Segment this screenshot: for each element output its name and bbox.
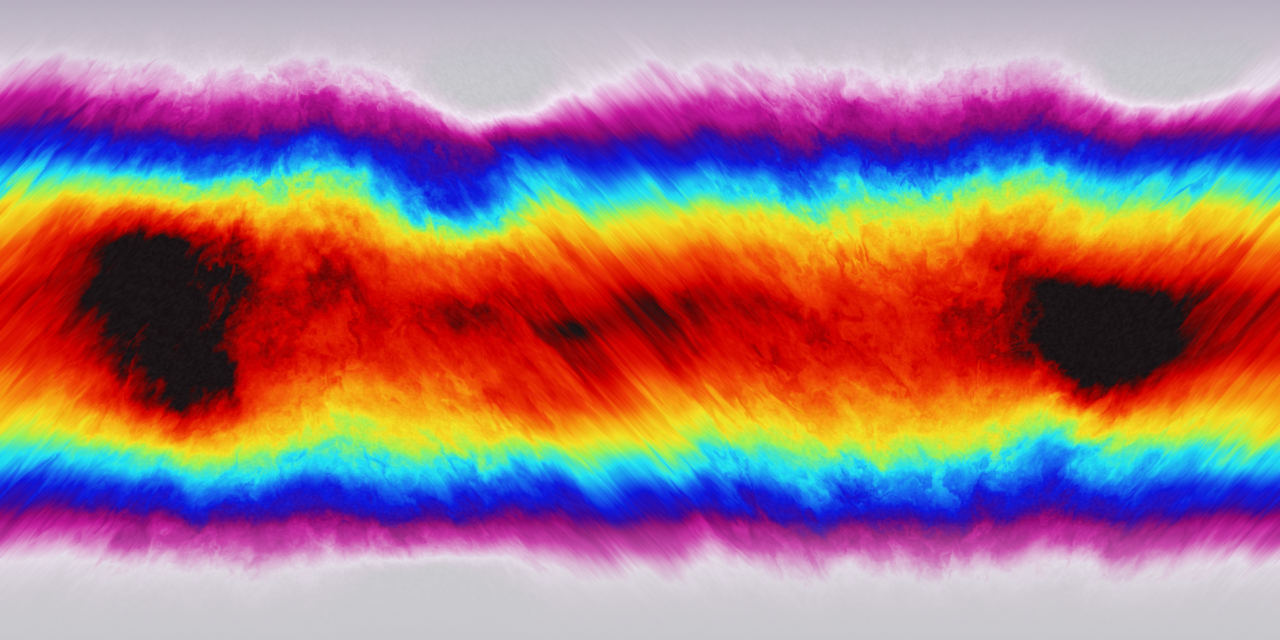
temperature-heatmap-canvas[interactable] bbox=[0, 0, 1280, 640]
global-temperature-map[interactable] bbox=[0, 0, 1280, 640]
